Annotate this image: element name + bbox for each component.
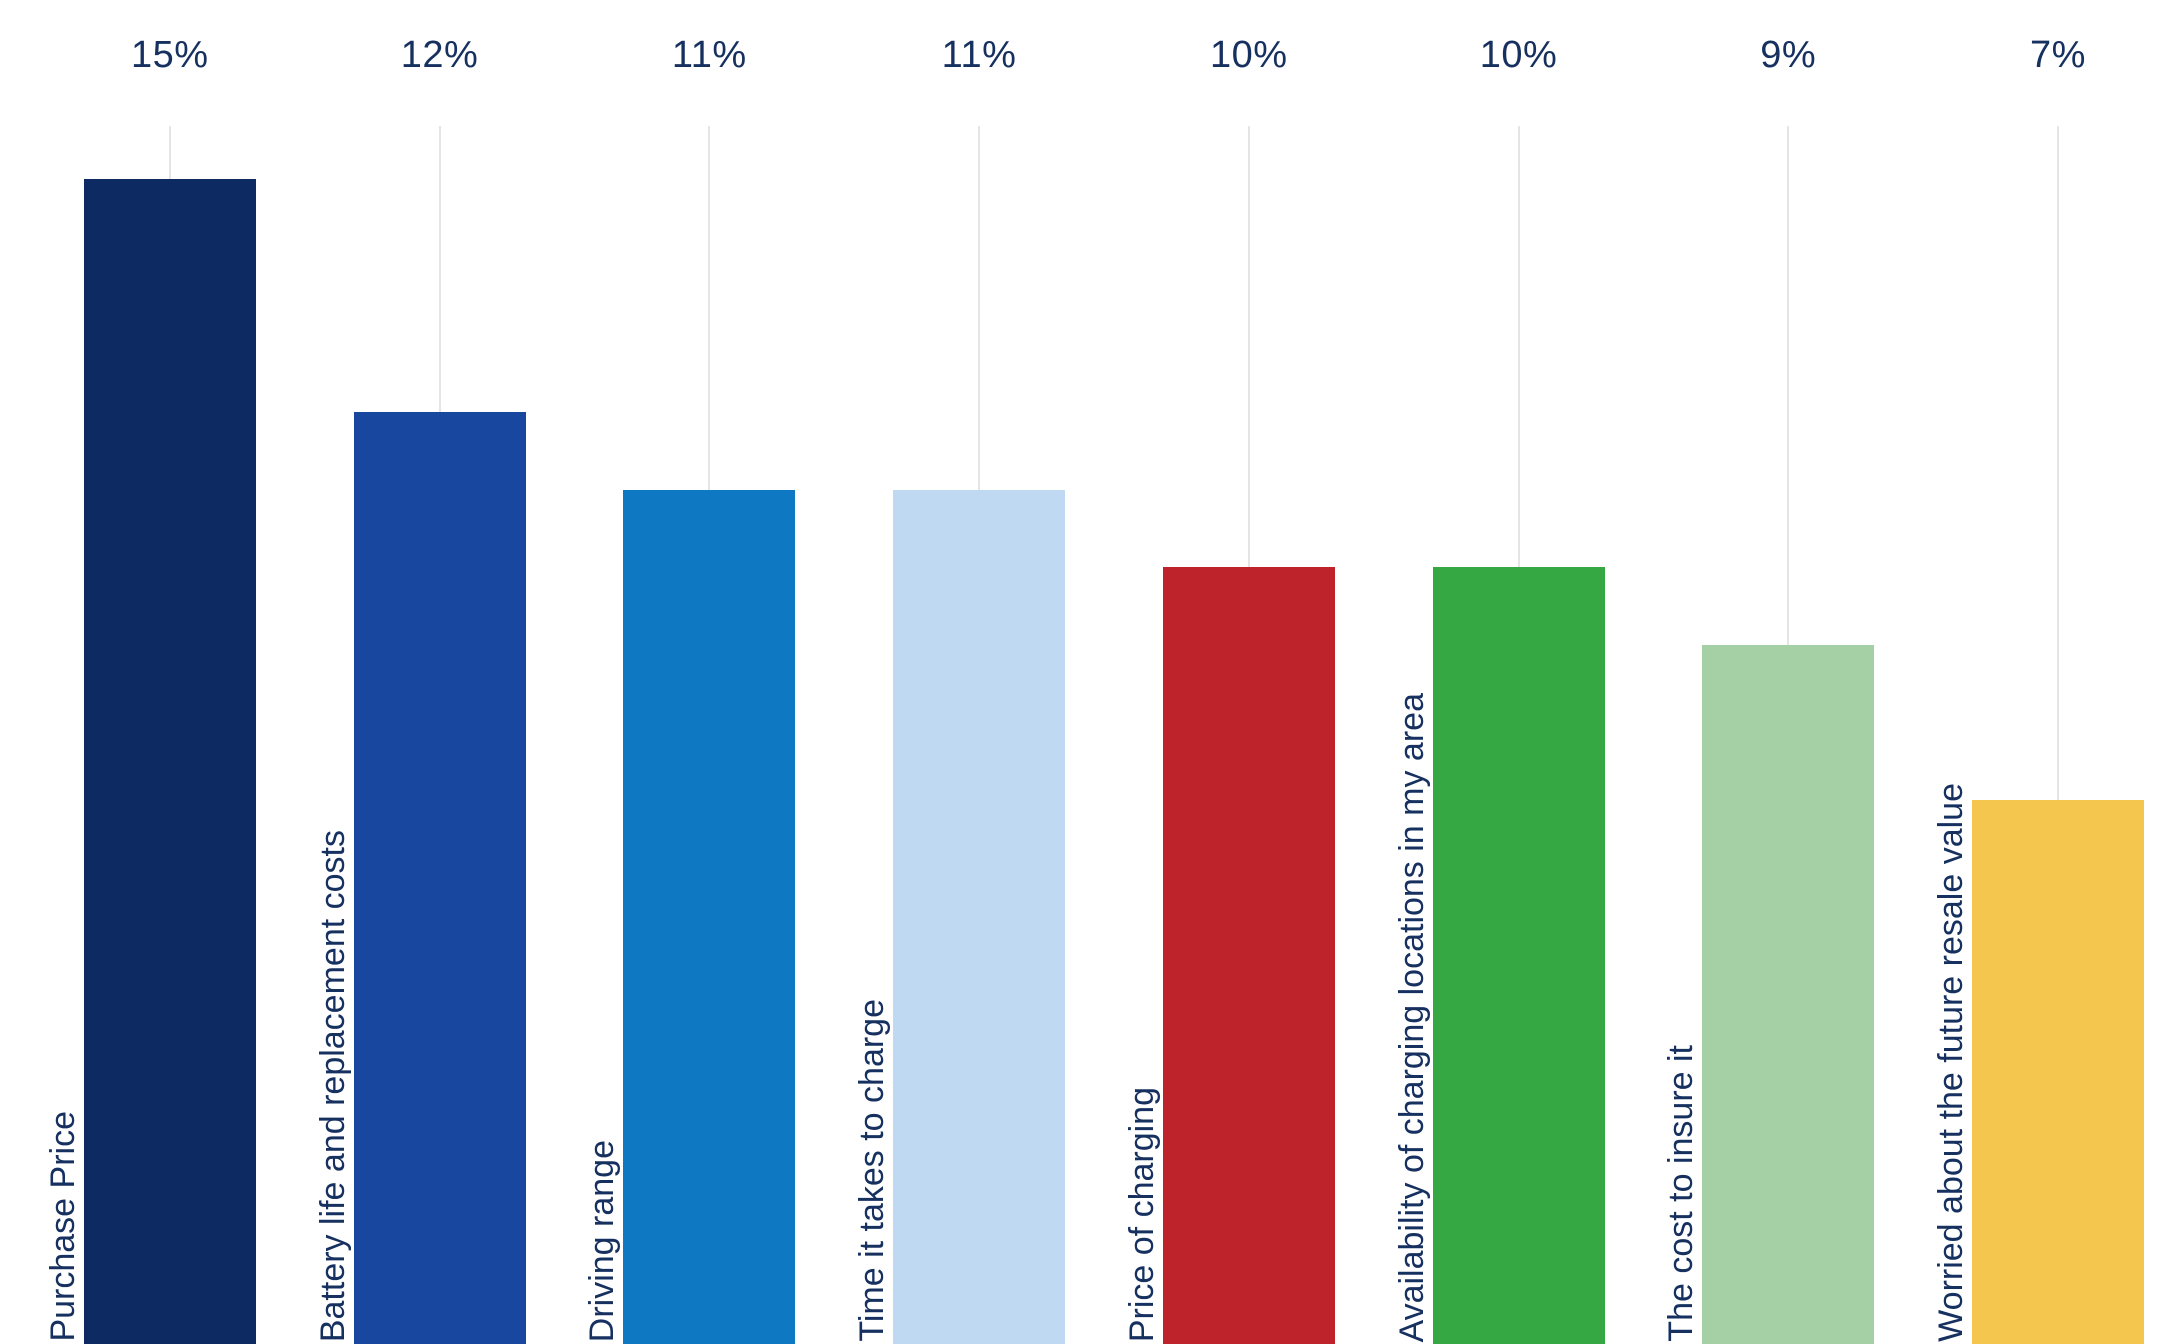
bar-group: 11% Time it takes to charge	[809, 0, 1079, 1344]
bar-group: 9% The cost to insure it	[1619, 0, 1889, 1344]
bar-group: 10% Availability of charging locations in…	[1349, 0, 1619, 1344]
bar-group: 12% Battery life and replacement costs	[270, 0, 540, 1344]
gridline	[2057, 126, 2059, 1344]
bar	[893, 490, 1065, 1344]
bar	[353, 412, 526, 1344]
category-label: Time it takes to charge	[853, 999, 891, 1342]
category-label: Price of charging	[1122, 1086, 1161, 1342]
bar	[623, 490, 796, 1344]
category-label: Battery life and replacement costs	[313, 829, 352, 1342]
value-label: 9%	[1760, 34, 1817, 76]
category-label: Availability of charging locations in my…	[1392, 692, 1431, 1343]
category-label: Driving range	[583, 1139, 622, 1342]
value-label: 10%	[1479, 34, 1558, 76]
bar-group: 7% Worried about the future resale value	[1888, 0, 2158, 1344]
bar	[1162, 567, 1335, 1344]
category-label: Purchase Price	[43, 1111, 82, 1342]
bar	[1702, 645, 1875, 1344]
value-label: 11%	[941, 34, 1017, 76]
bar-group: 15% Purchase Price	[0, 0, 270, 1344]
bar	[1432, 567, 1605, 1344]
category-label: Worried about the future resale value	[1932, 783, 1970, 1342]
value-label: 15%	[130, 34, 209, 76]
value-label: 7%	[2030, 34, 2086, 76]
bar-group: 10% Price of charging	[1079, 0, 1349, 1344]
category-label: The cost to insure it	[1662, 1045, 1701, 1342]
bar	[83, 179, 256, 1344]
bar	[1972, 800, 2144, 1344]
value-label: 11%	[671, 34, 747, 76]
value-label: 12%	[400, 34, 479, 76]
bar-group: 11% Driving range	[540, 0, 810, 1344]
value-label: 10%	[1209, 34, 1288, 76]
